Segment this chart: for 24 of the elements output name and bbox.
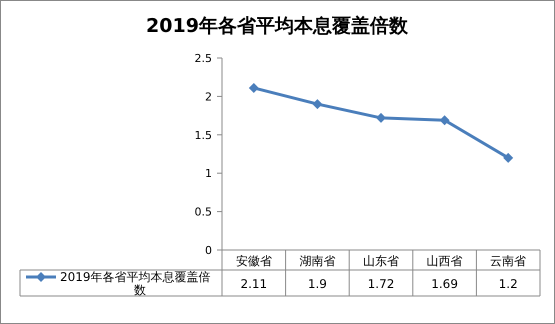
- data-label: 1.9: [308, 277, 327, 291]
- data-label: 1.69: [431, 277, 458, 291]
- data-label: 1.72: [368, 277, 394, 291]
- y-tick-label: 0: [205, 244, 212, 257]
- x-tick-label: 山东省: [363, 254, 399, 268]
- y-tick-label: 2: [205, 90, 212, 104]
- legend: 2019年各省平均本息覆盖倍数: [26, 270, 211, 297]
- data-label: 1.2: [498, 277, 518, 291]
- chart-title: 2019年各省平均本息覆盖倍数: [146, 15, 409, 37]
- point: [440, 115, 450, 126]
- x-tick-label: 湖南省: [299, 254, 336, 268]
- x-tick-label: 云南省: [490, 254, 526, 268]
- x-tick-label: 安徽省: [236, 254, 272, 268]
- point: [503, 152, 514, 163]
- point: [376, 112, 386, 123]
- y-tick-label: 1: [205, 167, 212, 180]
- point: [248, 82, 259, 93]
- data-label: 2.11: [240, 277, 268, 291]
- y-tick-label: 2.5: [194, 52, 212, 65]
- x-tick-label: 山西省: [426, 254, 463, 268]
- y-tick-label: 0.5: [194, 206, 212, 219]
- point: [312, 99, 322, 110]
- y-tick-label: 1.5: [194, 128, 212, 142]
- legend-label: 2019年各省平均本息覆盖倍数: [60, 270, 211, 297]
